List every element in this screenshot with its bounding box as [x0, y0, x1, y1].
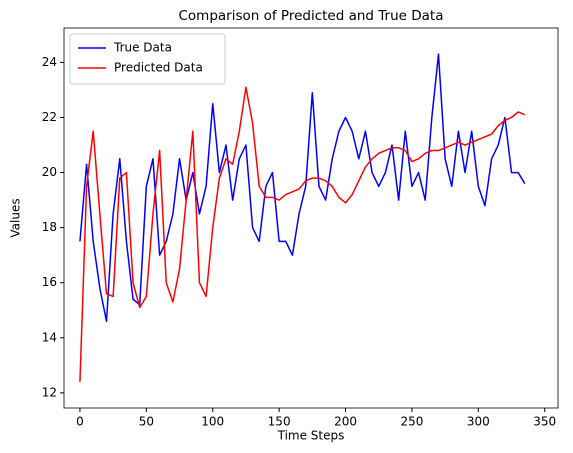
data-line: [79, 53, 526, 323]
legend-label: True Data: [113, 41, 172, 55]
x-axis-label: Time Steps: [277, 429, 345, 443]
legend-box: [69, 33, 226, 85]
y-tick-label: 18: [42, 220, 57, 234]
x-tick-label: 100: [201, 415, 224, 429]
y-tick-label: 12: [42, 385, 57, 399]
chart-title: Comparison of Predicted and True Data: [179, 8, 444, 24]
x-tick-label: 300: [467, 415, 490, 429]
x-tick-label: 50: [139, 415, 154, 429]
y-axis-label: Values: [9, 198, 23, 237]
x-tick-label: 150: [268, 415, 291, 429]
x-tick-label: 200: [334, 415, 357, 429]
plot-frame: [63, 27, 559, 409]
legend-label: Predicted Data: [114, 61, 203, 75]
x-tick-label: 0: [76, 415, 84, 429]
data-line: [79, 86, 526, 382]
y-tick-label: 16: [42, 275, 57, 289]
y-tick-label: 22: [42, 110, 57, 124]
y-tick-label: 20: [42, 165, 57, 179]
y-tick-label: 24: [42, 55, 57, 69]
x-tick-label: 250: [400, 415, 423, 429]
y-tick-label: 14: [42, 330, 57, 344]
x-tick-label: 350: [533, 415, 556, 429]
